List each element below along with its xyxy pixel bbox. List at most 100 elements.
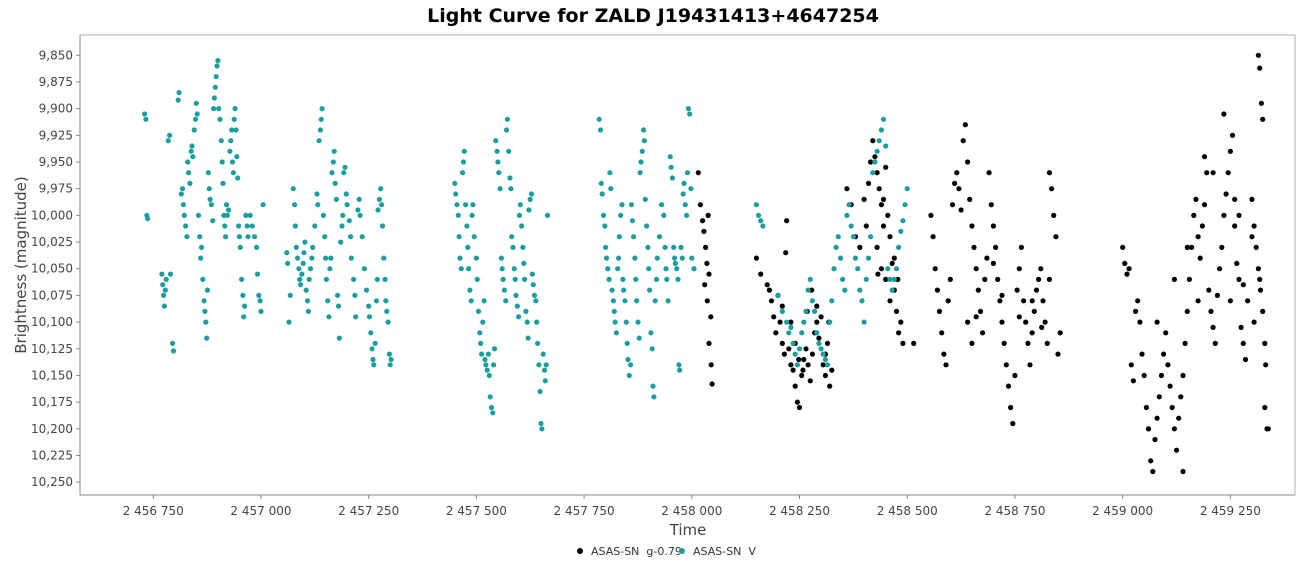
data-point [704, 298, 710, 304]
data-point [971, 244, 977, 250]
data-point [1197, 255, 1203, 261]
data-point [995, 276, 1001, 282]
data-point [254, 244, 260, 250]
data-point [1036, 276, 1042, 282]
data-point [204, 335, 210, 341]
data-point [818, 314, 824, 320]
data-point [251, 234, 258, 240]
data-point [608, 186, 614, 192]
x-tick-label: 2 458 750 [984, 504, 1045, 518]
data-point [664, 276, 670, 282]
data-point [649, 346, 655, 352]
data-point [372, 340, 378, 346]
data-point [708, 314, 714, 320]
data-point [188, 148, 194, 154]
data-point [667, 154, 673, 160]
data-point [189, 143, 195, 149]
data-point [217, 116, 223, 122]
data-point [1031, 308, 1037, 314]
data-point [170, 340, 176, 346]
data-point [960, 138, 966, 144]
data-point [1253, 244, 1259, 250]
data-point [342, 164, 348, 170]
data-point [1236, 276, 1242, 282]
data-point [145, 216, 151, 222]
data-point [528, 191, 535, 197]
data-point [887, 298, 893, 304]
data-point [516, 212, 523, 218]
data-point [805, 287, 811, 293]
data-point [880, 223, 887, 229]
y-tick-label: 10,200 [31, 422, 73, 436]
data-point [635, 319, 641, 325]
data-point [855, 266, 861, 272]
data-point [874, 148, 880, 154]
data-point [1240, 282, 1246, 288]
data-point [1234, 260, 1240, 266]
data-point [681, 180, 687, 186]
data-point [1262, 404, 1268, 411]
data-point [356, 196, 362, 202]
data-point [454, 202, 460, 208]
data-point [898, 319, 904, 325]
data-point [1139, 351, 1145, 357]
data-point [478, 340, 484, 346]
data-point [600, 212, 607, 218]
data-point [463, 202, 469, 208]
data-point [872, 154, 878, 160]
data-point [519, 223, 525, 229]
data-point [891, 255, 897, 261]
data-point [256, 292, 262, 298]
data-point [846, 202, 852, 208]
data-point [453, 191, 459, 197]
data-point [302, 239, 308, 245]
data-point [870, 170, 876, 176]
data-point [1053, 234, 1059, 240]
data-point [900, 340, 906, 346]
y-tick-label: 10,075 [31, 288, 73, 302]
legend-label: ASAS-SN g-0.79 [591, 545, 682, 558]
data-point [284, 250, 290, 256]
data-point [941, 351, 947, 357]
data-points [142, 52, 1271, 475]
data-point [542, 378, 548, 384]
data-point [216, 106, 222, 112]
data-point [691, 266, 697, 272]
data-point [1046, 170, 1052, 176]
data-point [316, 138, 322, 144]
data-point [618, 212, 624, 218]
data-point [254, 271, 261, 277]
data-point [460, 170, 466, 176]
data-point [143, 116, 149, 122]
data-point [167, 132, 173, 138]
data-point [777, 319, 783, 325]
data-point [760, 223, 766, 229]
data-point [287, 292, 293, 298]
data-point [363, 287, 370, 293]
y-axis-label: Brightness (magnitude) [12, 176, 30, 354]
data-point [1257, 65, 1263, 71]
data-point [312, 223, 318, 229]
data-point [682, 202, 688, 208]
data-point [175, 97, 181, 103]
data-point [376, 196, 382, 202]
data-point [900, 218, 906, 224]
data-point [503, 127, 510, 133]
data-point [229, 159, 236, 165]
data-point [510, 244, 516, 250]
data-point [513, 292, 519, 298]
data-point [310, 244, 316, 250]
data-point [491, 362, 497, 368]
data-point [1223, 191, 1229, 197]
data-point [827, 383, 833, 389]
data-point [210, 218, 216, 224]
data-point [1016, 314, 1022, 320]
data-point [516, 314, 522, 320]
data-point [167, 271, 174, 277]
data-point [829, 367, 835, 373]
data-point [1016, 266, 1022, 272]
data-point [534, 319, 540, 325]
data-point [672, 260, 679, 266]
x-tick-label: 2 458 000 [661, 504, 722, 518]
data-point [796, 404, 803, 411]
